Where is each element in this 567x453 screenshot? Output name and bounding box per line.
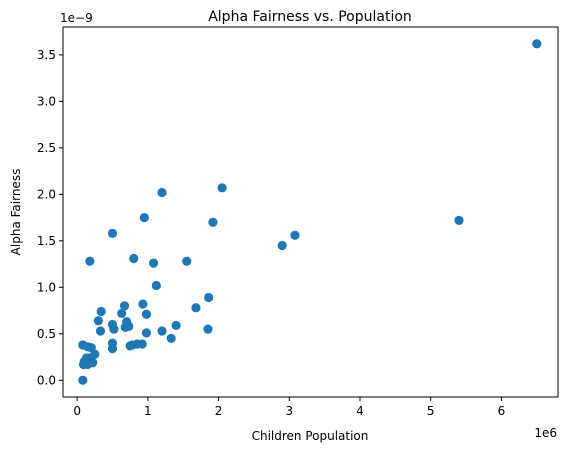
y-tick-label: 3.0 xyxy=(37,94,56,108)
data-point xyxy=(191,303,201,313)
y-tick-label: 0.5 xyxy=(37,327,56,341)
data-point xyxy=(277,240,287,251)
y-offset-label: 1e−9 xyxy=(60,11,93,25)
y-tick-label: 1.0 xyxy=(37,280,56,294)
data-point xyxy=(208,217,218,227)
data-point xyxy=(96,306,106,317)
y-axis-label: Alpha Fairness xyxy=(9,169,23,256)
plot-area xyxy=(78,39,542,385)
x-tick-label: 3 xyxy=(285,404,293,418)
data-point xyxy=(83,359,93,370)
data-point xyxy=(139,212,149,223)
data-point xyxy=(148,258,159,268)
data-point xyxy=(138,299,148,309)
x-tick-label: 0 xyxy=(73,404,81,418)
data-point xyxy=(204,292,214,303)
data-point xyxy=(290,230,300,240)
x-tick-label: 1 xyxy=(144,404,152,418)
data-point xyxy=(151,280,161,291)
x-offset-label: 1e6 xyxy=(534,426,557,440)
data-point xyxy=(217,183,227,193)
x-axis: 0 1 2 3 4 5 6 xyxy=(73,397,505,418)
x-tick-label: 2 xyxy=(215,404,223,418)
data-point xyxy=(157,187,167,198)
data-point xyxy=(119,301,130,311)
data-point xyxy=(78,375,88,385)
x-tick-label: 4 xyxy=(356,404,364,418)
y-tick-label: 0.0 xyxy=(37,373,56,387)
y-tick-label: 2.0 xyxy=(37,187,56,201)
y-tick-label: 2.5 xyxy=(37,141,56,155)
data-point xyxy=(157,326,167,336)
data-point xyxy=(117,308,127,318)
data-point xyxy=(107,344,118,354)
data-point xyxy=(203,324,213,334)
chart-title: Alpha Fairness vs. Population xyxy=(208,9,412,25)
data-point xyxy=(532,39,542,49)
data-point xyxy=(171,320,181,331)
data-point xyxy=(95,326,106,336)
data-point xyxy=(182,256,192,266)
data-point xyxy=(125,341,135,351)
data-point xyxy=(137,339,147,349)
data-point xyxy=(107,228,118,238)
y-tick-label: 1.5 xyxy=(37,234,56,248)
data-point xyxy=(141,309,152,319)
x-tick-label: 6 xyxy=(498,404,506,418)
data-point xyxy=(120,322,130,332)
x-tick-label: 5 xyxy=(427,404,435,418)
data-point xyxy=(129,253,139,264)
data-point xyxy=(454,215,464,225)
y-axis: 0.0 0.5 1.0 1.5 2.0 2.5 3.0 3.5 xyxy=(37,48,63,387)
data-point xyxy=(166,333,176,344)
plot-frame xyxy=(62,26,559,398)
data-point xyxy=(85,256,95,266)
data-point xyxy=(93,316,103,326)
x-axis-label: Children Population xyxy=(252,429,369,443)
data-point xyxy=(109,324,119,334)
y-tick-label: 3.5 xyxy=(37,48,56,62)
data-point xyxy=(141,328,152,338)
